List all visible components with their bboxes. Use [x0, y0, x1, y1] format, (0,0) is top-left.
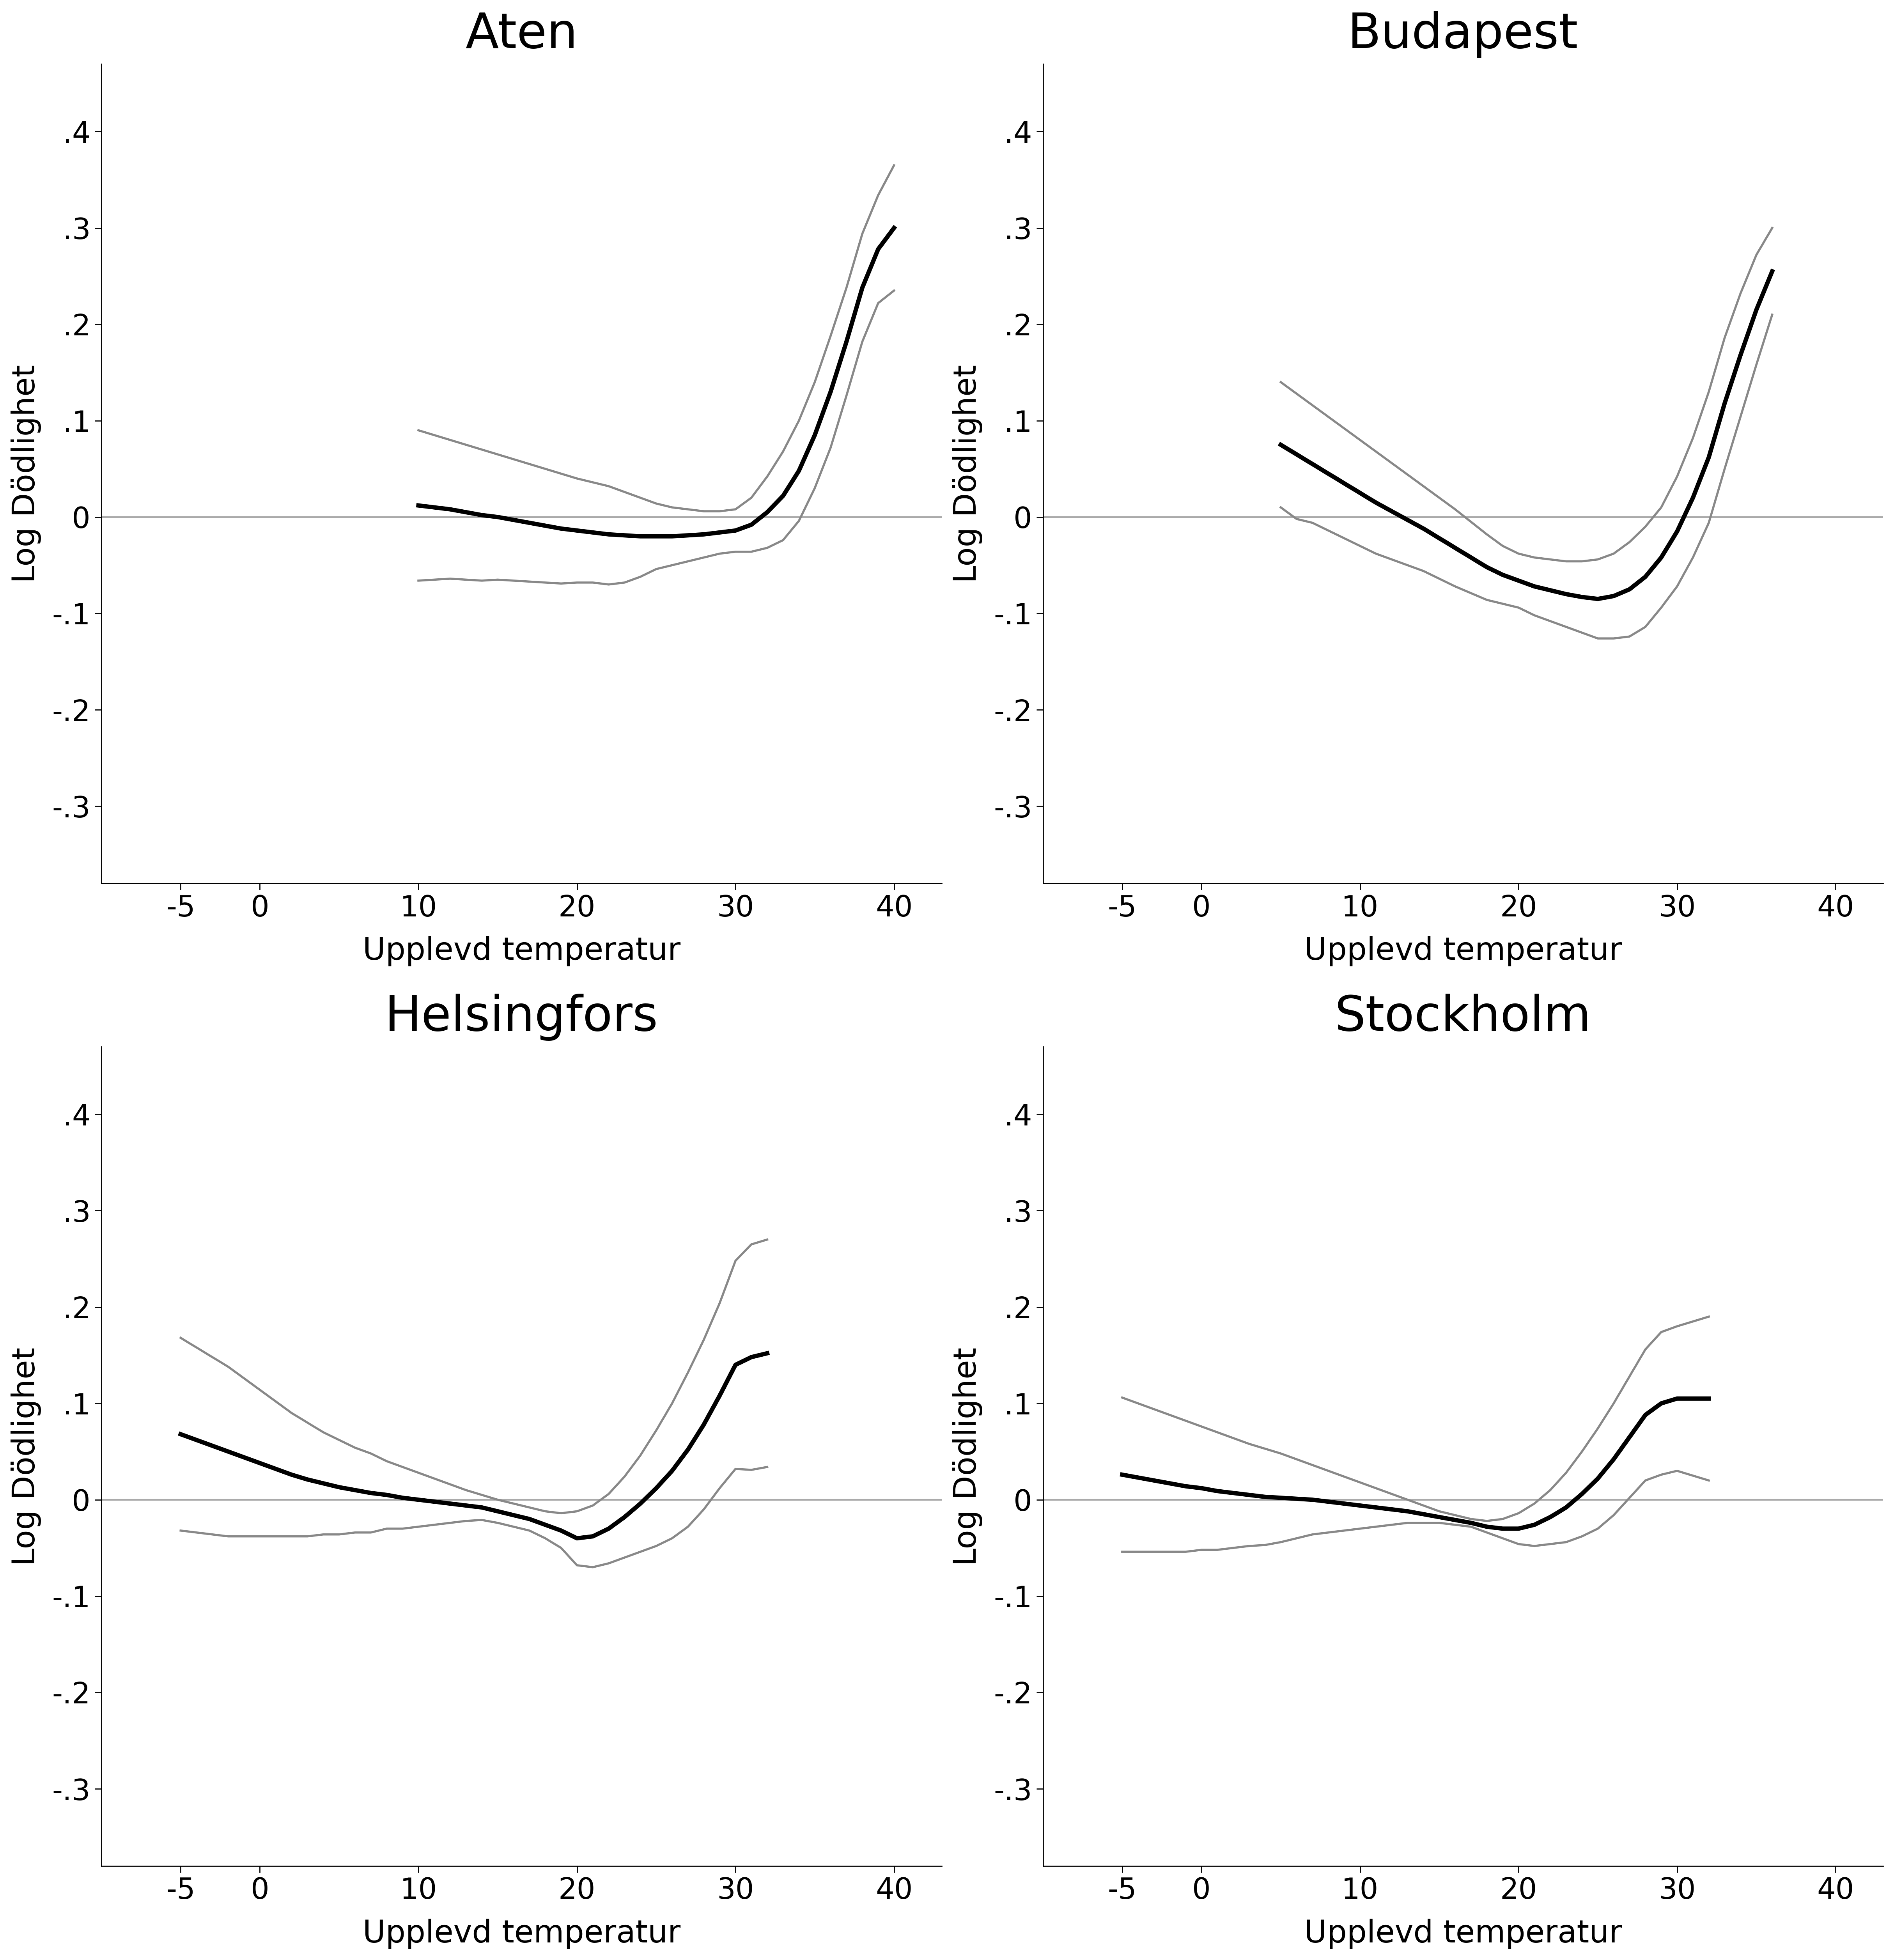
X-axis label: Upplevd temperatur: Upplevd temperatur: [362, 1919, 680, 1948]
Title: Aten: Aten: [466, 12, 578, 59]
Title: Helsingfors: Helsingfors: [384, 994, 659, 1041]
X-axis label: Upplevd temperatur: Upplevd temperatur: [1305, 1919, 1621, 1948]
Title: Budapest: Budapest: [1349, 12, 1578, 59]
Y-axis label: Log Dödlighet: Log Dödlighet: [953, 1347, 983, 1566]
Y-axis label: Log Dödlighet: Log Dödlighet: [11, 365, 42, 582]
X-axis label: Upplevd temperatur: Upplevd temperatur: [1305, 937, 1621, 966]
Title: Stockholm: Stockholm: [1335, 994, 1591, 1041]
Y-axis label: Log Dödlighet: Log Dödlighet: [953, 365, 983, 582]
X-axis label: Upplevd temperatur: Upplevd temperatur: [362, 937, 680, 966]
Y-axis label: Log Dödlighet: Log Dödlighet: [11, 1347, 42, 1566]
